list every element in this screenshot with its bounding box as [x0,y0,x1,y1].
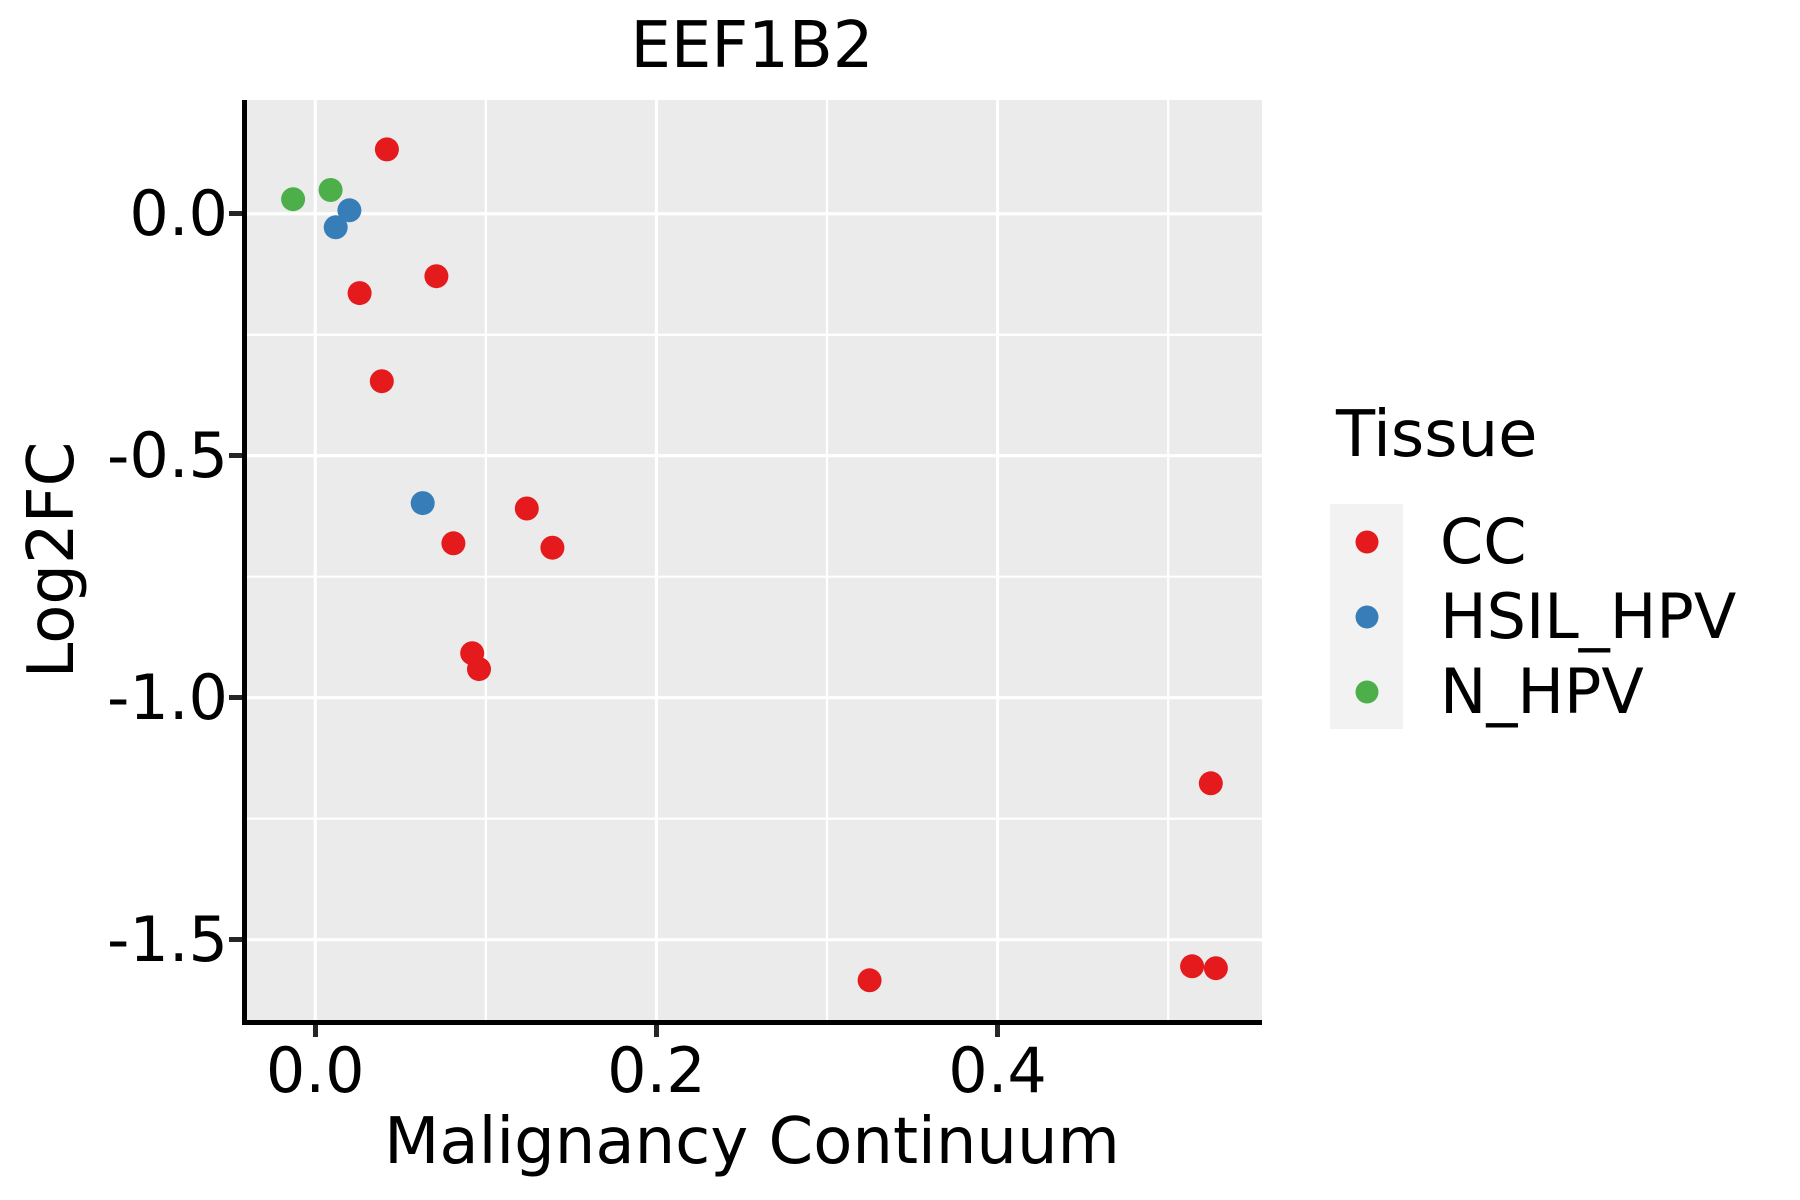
data-point-CC [467,657,491,682]
data-point-CC [374,137,399,162]
data-point-CC [1203,956,1228,981]
legend-marker-icon [1355,530,1378,553]
data-point-CC [441,531,466,556]
x-tick-mark [653,1025,659,1037]
legend-label: HSIL_HPV [1440,580,1737,653]
legend-key [1330,579,1403,654]
x-tick-mark [995,1025,1001,1037]
data-point-N_HPV [318,178,343,202]
y-tick-mark [229,937,242,943]
data-point-CC [540,535,565,560]
legend: Tissue CC HSIL_HPV N_HPV [1330,400,1736,729]
legend-title: Tissue [1336,398,1538,472]
legend-item-HSIL_HPV: HSIL_HPV [1330,579,1736,654]
y-tick-mark [229,211,242,217]
data-point-CC [347,281,372,306]
data-point-CC [424,264,449,289]
plot-title: EEF1B2 [630,9,874,83]
data-point-HSIL_HPV [337,198,362,223]
y-tick-label: -1.0 [107,660,228,734]
legend-label: CC [1440,505,1527,578]
legend-items: CC HSIL_HPV N_HPV [1330,504,1736,729]
data-point-HSIL_HPV [410,491,435,516]
data-point-CC [857,968,882,993]
data-point-CC [514,496,539,521]
x-axis-title: Malignancy Continuum [384,1105,1120,1179]
plot-canvas [247,100,1262,1020]
data-point-CC [1180,954,1205,979]
data-point-N_HPV [281,187,306,212]
x-tick-label: 0.4 [948,1034,1047,1107]
data-point-CC [369,369,394,394]
plot-panel [242,100,1262,1025]
legend-label: N_HPV [1440,655,1644,728]
x-tick-mark [312,1025,318,1037]
legend-item-CC: CC [1330,504,1736,579]
y-tick-label: 0.0 [129,176,228,250]
y-tick-label: -0.5 [107,418,228,492]
legend-marker-icon [1355,680,1378,703]
legend-key [1330,504,1403,579]
x-tick-label: 0.0 [265,1034,365,1107]
data-point-CC [1198,771,1223,796]
y-tick-mark [229,453,242,459]
legend-marker-icon [1355,605,1378,628]
data-point-HSIL_HPV [323,215,348,240]
legend-item-N_HPV: N_HPV [1330,654,1736,729]
legend-key [1330,654,1403,729]
y-tick-label: -1.5 [107,902,228,976]
y-tick-mark [229,695,242,701]
x-tick-label: 0.2 [607,1034,706,1107]
